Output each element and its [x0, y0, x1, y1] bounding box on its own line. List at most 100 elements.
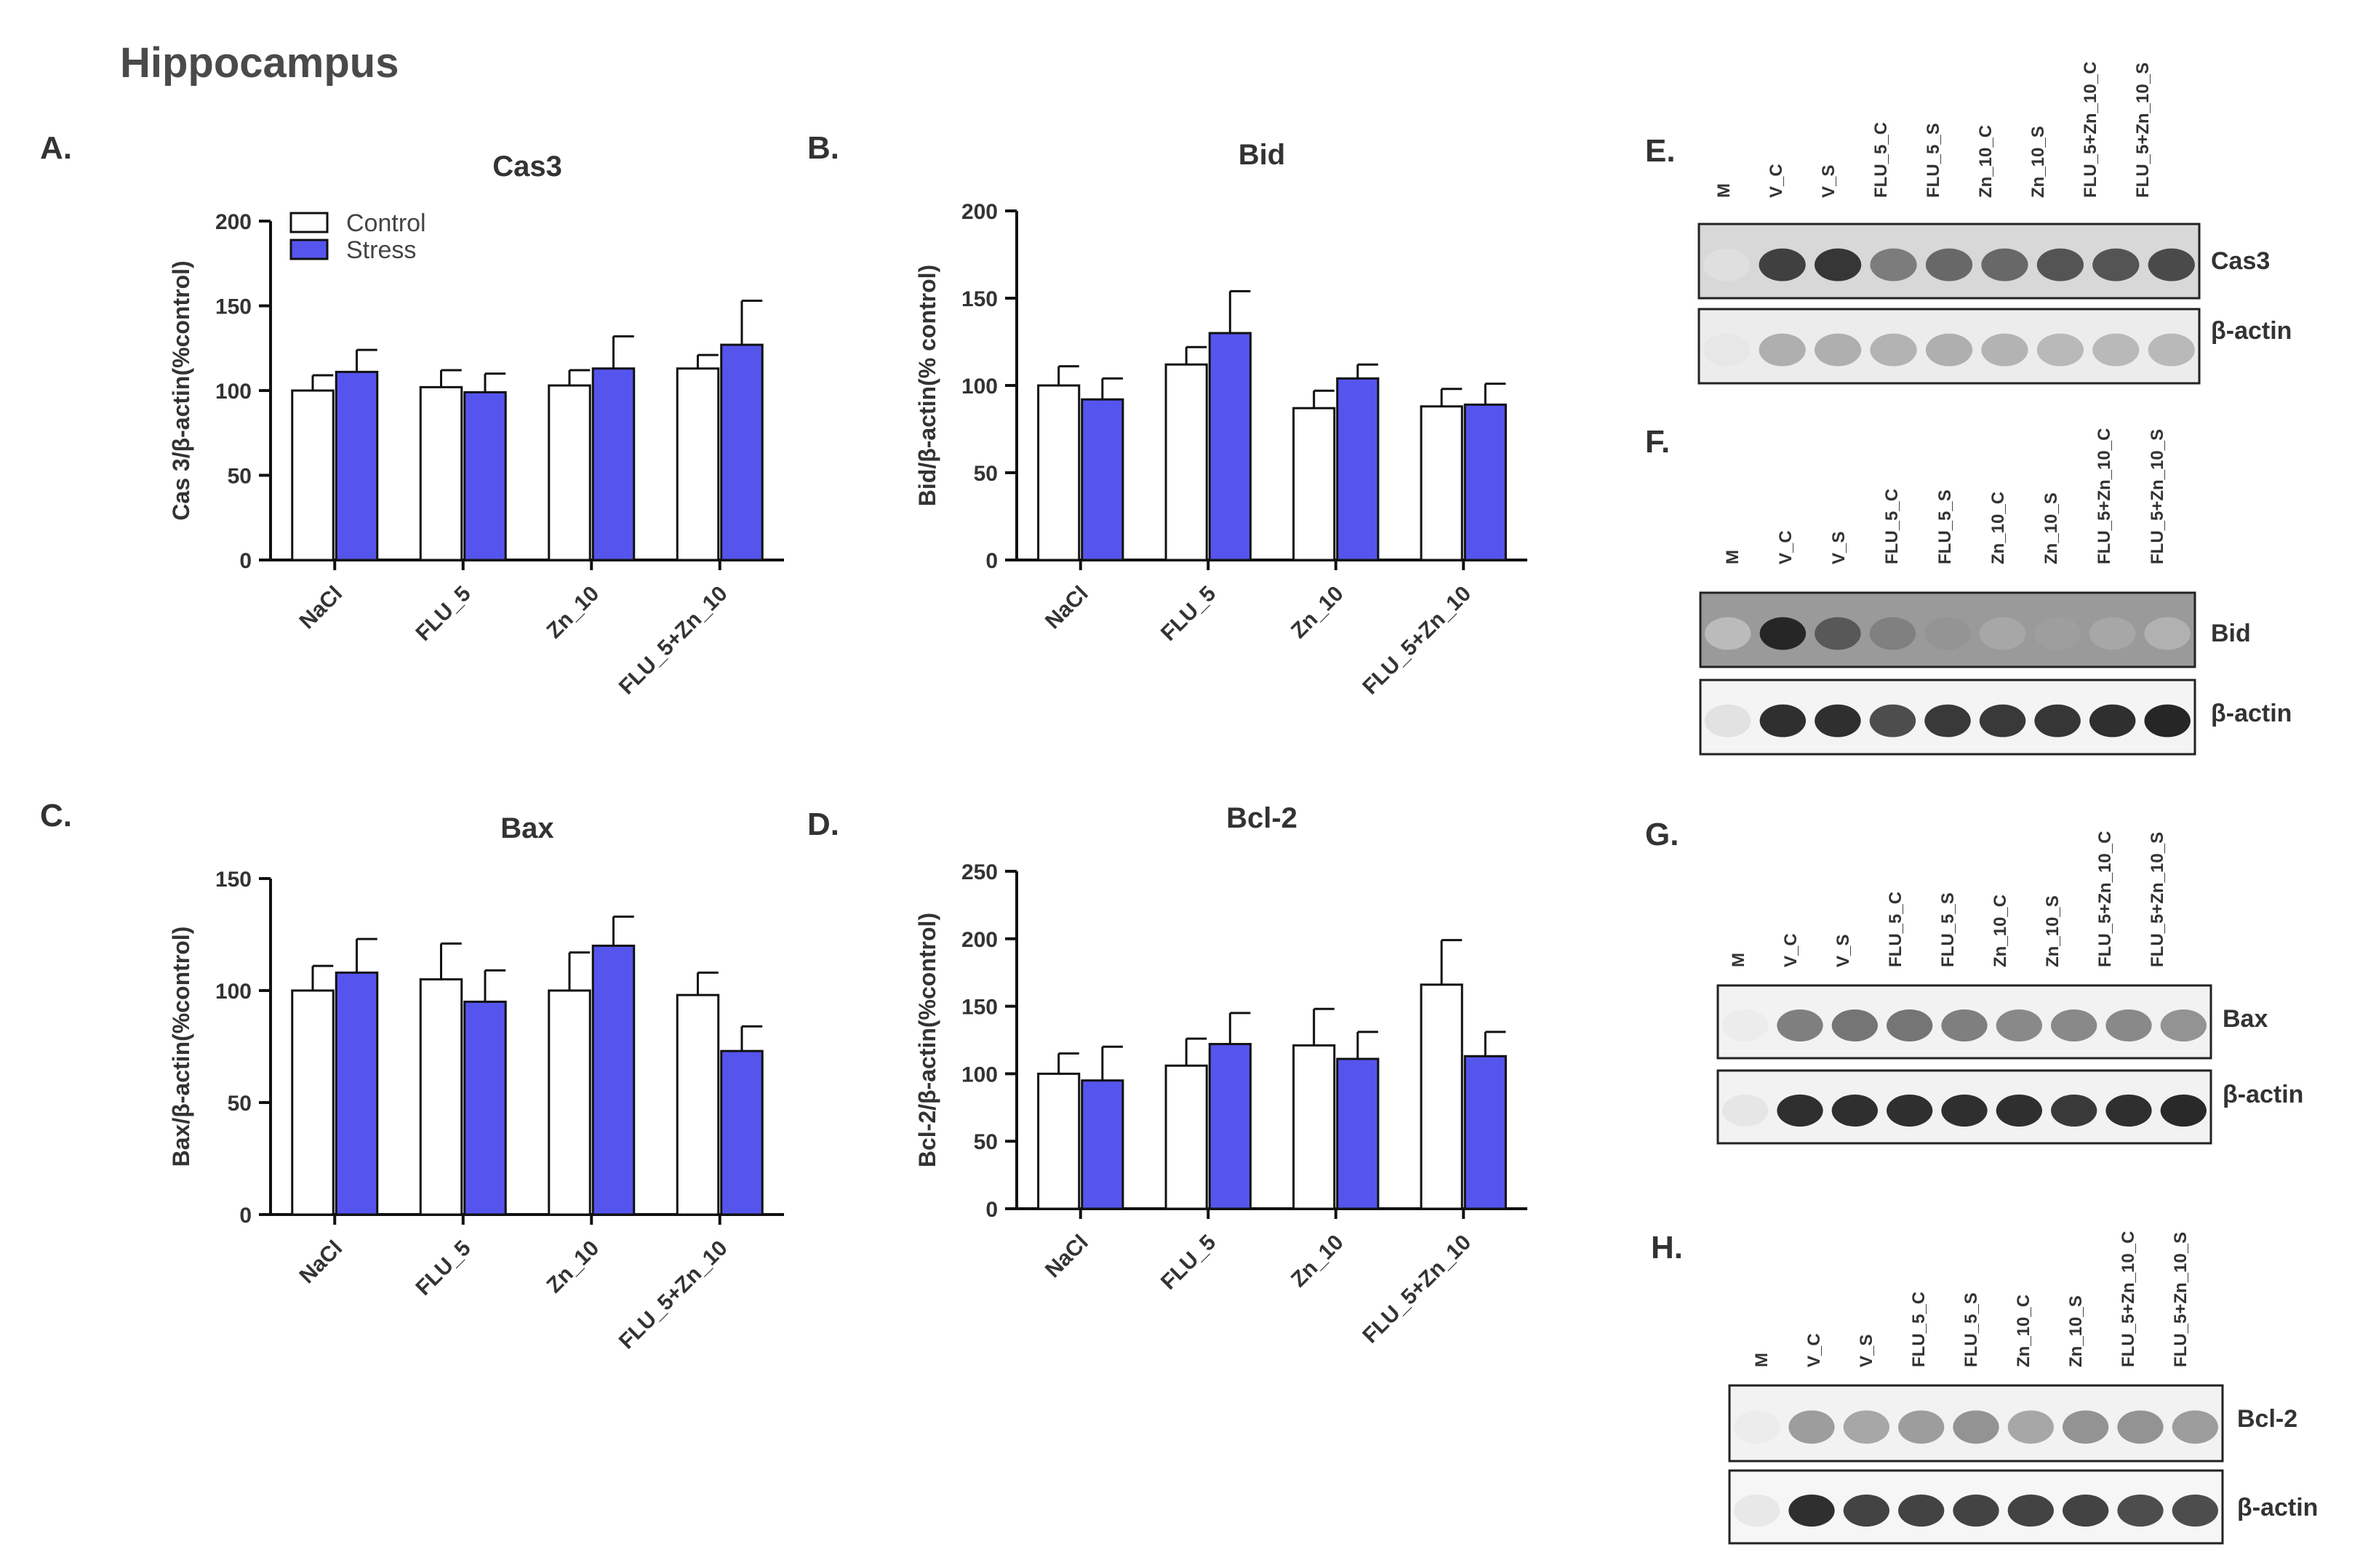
- blot-band: [1831, 1095, 1878, 1127]
- bar-stress: [720, 343, 764, 561]
- blot-band: [1979, 617, 2026, 650]
- bar-control: [419, 385, 463, 561]
- bar-stress: [591, 367, 636, 561]
- blot-band: [2089, 617, 2136, 650]
- blot-band: [1887, 1095, 1933, 1127]
- blot-label-target: Bcl-2: [2237, 1405, 2297, 1433]
- lane-label: FLU_5+Zn_10_S: [2171, 1232, 2191, 1367]
- blot-band: [1777, 1009, 1823, 1041]
- bar-stress: [1463, 403, 1507, 561]
- y-tick-label: 150: [961, 996, 998, 1020]
- bar-control: [291, 989, 335, 1216]
- y-tick-label: 100: [215, 980, 252, 1004]
- blot-band: [1815, 704, 1861, 737]
- blot-band: [1887, 1009, 1933, 1041]
- y-axis-label: Cas 3/β-actin(%control): [168, 260, 194, 520]
- panel-letter: A.: [40, 130, 72, 166]
- blot-band: [1981, 248, 2028, 281]
- blot-band: [1703, 248, 1751, 281]
- blot-band: [1996, 1095, 2042, 1127]
- lane-label: V_C: [1767, 164, 1786, 198]
- blot-band: [1831, 1009, 1878, 1041]
- blot-band: [2051, 1009, 2097, 1041]
- blot-band: [1898, 1410, 1945, 1444]
- lane-label: FLU_5_C: [1882, 489, 1902, 564]
- y-tick-label: 0: [239, 549, 252, 573]
- lane-label: V_S: [1833, 935, 1853, 967]
- y-tick-label: 250: [961, 860, 998, 884]
- y-tick-label: 200: [961, 928, 998, 952]
- blot-band: [1703, 333, 1751, 367]
- bar-stress: [720, 1049, 764, 1216]
- x-tick-label: Zn_10: [1287, 1231, 1348, 1292]
- blot-band: [1759, 248, 1806, 281]
- blot-band: [1869, 617, 1916, 650]
- bar-stress: [1336, 377, 1380, 561]
- lane-label: V_C: [1776, 530, 1796, 564]
- y-tick-label: 150: [961, 287, 998, 311]
- y-tick-label: 200: [961, 200, 998, 224]
- blot-band: [2105, 1009, 2152, 1041]
- lane-label: Zn_10_C: [1976, 125, 1996, 198]
- y-tick-label: 50: [974, 462, 998, 486]
- bar-control: [676, 367, 720, 561]
- lane-label: M: [1752, 1353, 1772, 1367]
- lane-label: Zn_10_C: [2014, 1295, 2033, 1367]
- lane-label: Zn_10_S: [2028, 126, 2048, 198]
- blot-band: [2148, 248, 2195, 281]
- legend-label-stress: Stress: [346, 236, 416, 264]
- bar-control: [548, 384, 591, 561]
- blot-1: F. M V_C V_S FLU_5_C FLU_5_S Zn_10_C Zn_10_S FLU…: [1645, 424, 2292, 756]
- blot-band: [2007, 1410, 2054, 1444]
- y-axis-label: Bcl-2/β-actin(%control): [914, 913, 940, 1167]
- blot-band: [1788, 1410, 1835, 1444]
- lane-label: FLU_5+Zn_10_S: [2148, 832, 2167, 967]
- blot-label-loading: β-actin: [2237, 1494, 2318, 1521]
- bar-control: [1164, 1064, 1208, 1210]
- y-tick-label: 0: [985, 549, 998, 573]
- panel-letter: B.: [807, 130, 839, 166]
- blot-label-target: Bax: [2223, 1005, 2268, 1033]
- blot-band: [1759, 704, 1807, 737]
- blot-band: [1924, 617, 1971, 650]
- lane-label: M: [1714, 183, 1734, 198]
- panel-letter: H.: [1651, 1230, 1683, 1265]
- x-tick-label: FLU_5+Zn_10: [1358, 582, 1476, 700]
- bar-stress: [463, 391, 507, 561]
- blot-label-loading: β-actin: [2211, 317, 2292, 345]
- bar-stress: [591, 944, 636, 1216]
- blot-label-loading: β-actin: [2211, 700, 2292, 727]
- lane-label: Zn_10_C: [1988, 492, 2008, 564]
- blot-band: [2117, 1495, 2164, 1527]
- x-tick-label: NaCl: [1041, 1231, 1093, 1283]
- bar-control: [1164, 363, 1208, 561]
- y-tick-label: 50: [974, 1130, 998, 1154]
- lane-label: V_S: [1829, 532, 1849, 564]
- blot-band: [2036, 333, 2084, 367]
- bar-control: [1037, 384, 1081, 561]
- panel-letter: C.: [40, 798, 72, 833]
- lane-label: V_C: [1781, 933, 1801, 967]
- bar-control: [1292, 1044, 1336, 1210]
- bar-control: [1420, 983, 1463, 1210]
- blot-band: [2007, 1495, 2054, 1527]
- lane-label: M: [1723, 550, 1743, 564]
- lane-label: FLU_5_S: [1924, 123, 1943, 198]
- lane-label: Zn_10_S: [2066, 1295, 2086, 1367]
- chart-title: Bax: [500, 812, 553, 844]
- western-blots: E. M V_C V_S FLU_5_C FLU_5_S Zn_10_C Zn_10_S FLU…: [1645, 62, 2318, 1545]
- blot-label-target: Cas3: [2211, 247, 2270, 275]
- lane-label: FLU_5_S: [1961, 1292, 1981, 1367]
- blot-band: [1734, 1495, 1780, 1527]
- blot-band: [1843, 1495, 1889, 1527]
- lane-label: V_C: [1804, 1333, 1824, 1367]
- lane-label: FLU_5+Zn_10_C: [2095, 831, 2115, 967]
- lane-label: FLU_5+Zn_10_S: [2133, 63, 2153, 198]
- blot-band: [1953, 1410, 1999, 1444]
- blot-2: G. M V_C V_S FLU_5_C FLU_5_S Zn_10_C Zn_10_S FLU…: [1645, 817, 2303, 1145]
- panel-letter: G.: [1645, 817, 1679, 852]
- bar-stress: [335, 370, 379, 561]
- blot-band: [2144, 617, 2191, 650]
- blot-band: [1734, 1410, 1780, 1444]
